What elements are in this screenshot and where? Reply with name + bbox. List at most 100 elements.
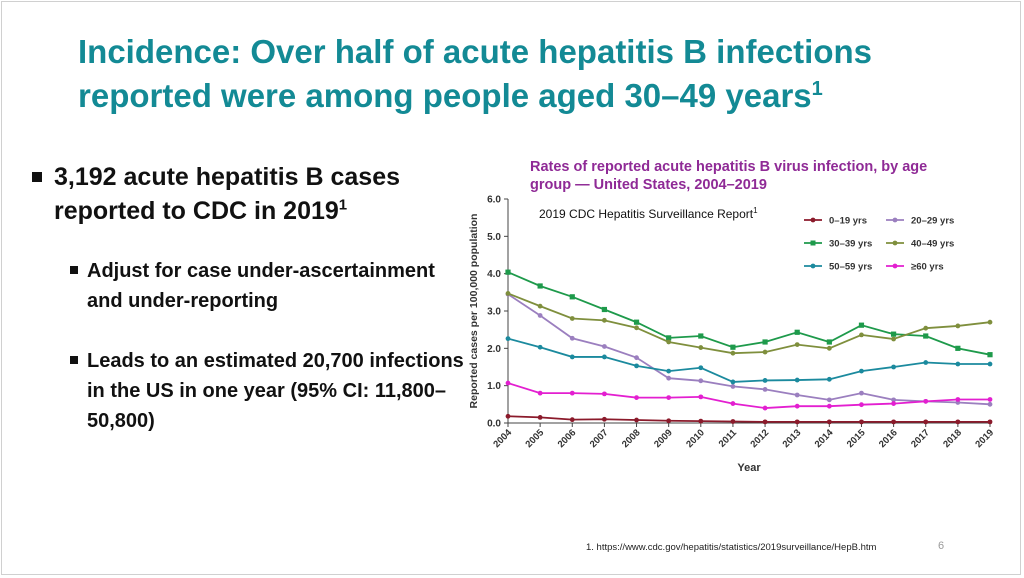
series-line	[507, 271, 991, 356]
legend-item: ≥60 yrs	[886, 262, 944, 273]
series-50–59 yrs	[505, 336, 993, 385]
data-point	[859, 402, 864, 408]
data-point	[826, 397, 832, 403]
y-tick-label: 3.0	[487, 307, 501, 318]
data-point	[698, 378, 704, 384]
data-point	[569, 417, 575, 423]
data-point	[955, 419, 961, 425]
data-point	[762, 378, 768, 383]
data-point	[923, 419, 929, 425]
x-tick-label: 2012	[748, 427, 771, 450]
y-axis-label: Reported cases per 100,000 population	[468, 214, 480, 409]
series-40–49 yrs	[505, 291, 993, 356]
series-line	[507, 337, 990, 383]
data-point	[537, 415, 543, 420]
data-point	[634, 325, 639, 331]
x-axis-label: Year	[737, 462, 761, 474]
data-point	[826, 419, 832, 425]
data-point	[987, 397, 993, 402]
legend-item: 20–29 yrs	[886, 216, 954, 227]
legend-label: 0–19 yrs	[829, 216, 867, 227]
data-point	[666, 339, 672, 345]
data-point	[569, 294, 575, 300]
data-point	[634, 355, 639, 361]
data-point	[987, 419, 993, 425]
data-point	[505, 269, 511, 275]
data-point	[826, 403, 832, 409]
data-point	[505, 380, 511, 386]
data-point	[794, 342, 800, 347]
data-point	[826, 339, 832, 345]
data-point	[826, 376, 832, 382]
series-line	[507, 415, 990, 423]
data-point	[730, 401, 736, 406]
data-point	[762, 405, 768, 411]
data-point	[955, 361, 961, 367]
data-point	[698, 345, 704, 350]
data-point	[762, 419, 768, 425]
data-point	[891, 419, 896, 425]
page-number: 6	[938, 540, 945, 552]
x-tick-label: 2014	[813, 427, 836, 450]
data-point	[602, 344, 607, 349]
data-point	[666, 335, 672, 341]
data-point	[602, 391, 607, 397]
legend-label: 30–39 yrs	[829, 239, 872, 250]
series-line	[507, 293, 991, 406]
data-point	[762, 339, 768, 345]
x-tick-label: 2018	[941, 427, 964, 450]
legend-marker	[810, 217, 816, 223]
data-point	[537, 283, 543, 289]
chart-legend: 0–19 yrs 20–29 yrs 30–39 yrs 40–49 yrs 50–59…	[804, 216, 954, 273]
series-line	[507, 292, 991, 355]
series-line	[507, 382, 990, 409]
y-tick-label: 1.0	[487, 381, 501, 392]
y-tick-label: 5.0	[487, 232, 501, 243]
data-point	[762, 349, 768, 355]
legend-label: 50–59 yrs	[829, 262, 872, 273]
data-point	[859, 390, 864, 396]
data-point	[569, 335, 575, 341]
y-tick-label: 2.0	[487, 344, 501, 355]
data-point	[987, 361, 993, 367]
data-point	[537, 313, 543, 318]
data-point	[505, 291, 511, 296]
y-tick-label: 0.0	[487, 419, 501, 430]
bullet-square-icon	[32, 172, 42, 182]
legend-item: 40–49 yrs	[886, 239, 954, 250]
data-point	[537, 390, 543, 396]
footnote: 1. https://www.cdc.gov/hepatitis/statist…	[586, 542, 877, 553]
legend-item: 0–19 yrs	[804, 216, 867, 227]
data-point	[859, 419, 864, 425]
data-point	[601, 306, 607, 313]
chart-axes: 0.0 1.0 2.0 3.0 4.0 5.0 6.0 2004 2005 2006 2007 200…	[468, 195, 996, 475]
data-point	[955, 345, 961, 351]
x-tick-label: 2009	[652, 427, 675, 450]
data-point	[891, 364, 896, 370]
legend-marker	[810, 263, 816, 269]
data-point	[794, 403, 800, 409]
data-point	[730, 350, 736, 356]
x-tick-label: 2004	[491, 427, 514, 450]
data-point	[537, 344, 543, 350]
legend-marker	[892, 263, 898, 269]
data-point	[987, 319, 993, 325]
slide-title: Incidence: Over half of acute hepatitis …	[78, 33, 872, 114]
data-point	[955, 397, 961, 402]
data-point	[891, 401, 896, 406]
data-point	[955, 323, 961, 329]
data-point	[794, 392, 800, 398]
data-point	[826, 345, 832, 351]
subbullet-adjust: Adjust for case under-ascertainment and …	[32, 256, 472, 316]
data-point	[730, 384, 736, 389]
legend-item: 30–39 yrs	[804, 239, 872, 250]
data-point	[634, 395, 639, 401]
legend-label: ≥60 yrs	[911, 262, 944, 273]
legend-label: 40–49 yrs	[911, 239, 954, 250]
bullet-main: 3,192 acute hepatitis B cases reported t…	[32, 160, 472, 228]
data-point	[634, 363, 639, 369]
data-point	[923, 398, 929, 404]
bullet-square-icon	[70, 266, 78, 274]
legend-marker	[892, 240, 898, 246]
